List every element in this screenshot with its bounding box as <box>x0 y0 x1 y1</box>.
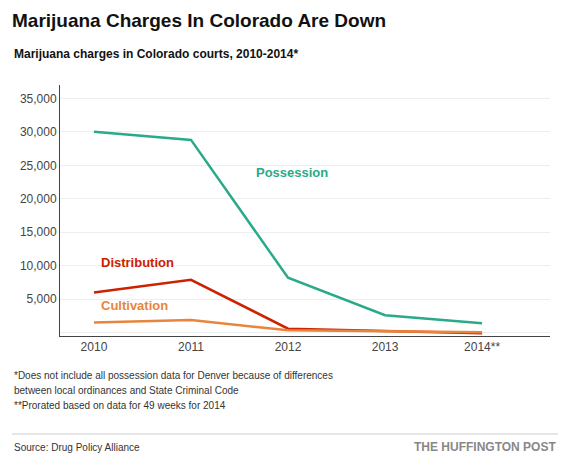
svg-text:Source: Drug Policy Alliance: Source: Drug Policy Alliance <box>14 442 140 453</box>
svg-text:35,000: 35,000 <box>20 92 57 106</box>
svg-text:10,000: 10,000 <box>20 259 57 273</box>
svg-text:**Prorated based on data for 4: **Prorated based on data for 49 weeks fo… <box>14 400 226 411</box>
svg-text:5,000: 5,000 <box>27 292 57 306</box>
svg-text:2013: 2013 <box>372 340 399 354</box>
svg-text:between local ordinances and S: between local ordinances and State Crimi… <box>14 385 239 396</box>
svg-text:15,000: 15,000 <box>20 225 57 239</box>
svg-text:Cultivation: Cultivation <box>101 298 168 313</box>
svg-text:THE HUFFINGTON POST: THE HUFFINGTON POST <box>414 440 556 454</box>
svg-text:Marijuana Charges In Colorado: Marijuana Charges In Colorado Are Down <box>12 10 386 31</box>
svg-text:20,000: 20,000 <box>20 192 57 206</box>
svg-text:2012: 2012 <box>275 340 302 354</box>
svg-text:Distribution: Distribution <box>101 255 174 270</box>
svg-text:2011: 2011 <box>178 340 204 354</box>
svg-text:Possession: Possession <box>256 165 328 180</box>
svg-text:Marijuana charges in Colorado: Marijuana charges in Colorado courts, 20… <box>14 47 298 61</box>
svg-text:30,000: 30,000 <box>20 125 57 139</box>
svg-text:2010: 2010 <box>81 340 108 354</box>
svg-text:2014**: 2014** <box>464 340 500 354</box>
svg-text:25,000: 25,000 <box>20 159 57 173</box>
svg-text:*Does not include all possessi: *Does not include all possession data fo… <box>14 370 333 381</box>
